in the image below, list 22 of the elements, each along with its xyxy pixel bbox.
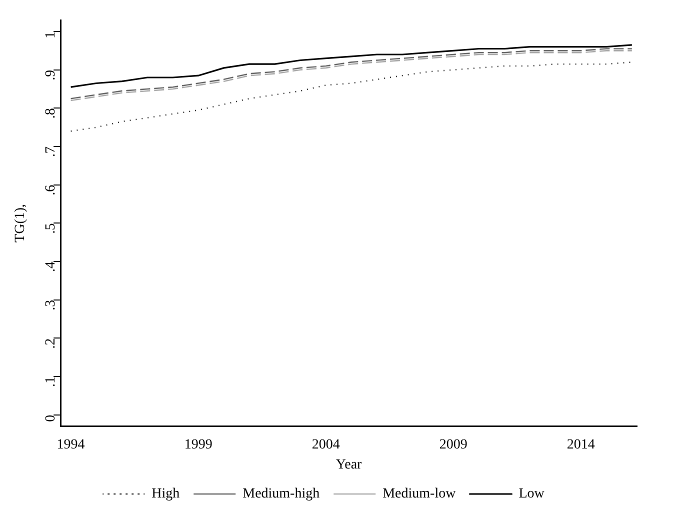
y-tick-label: .2 — [43, 338, 58, 349]
y-tick-label: .3 — [43, 300, 58, 310]
legend-label: Medium-low — [382, 486, 457, 502]
y-axis-title: TG(1), — [13, 204, 28, 242]
legend-label: High — [152, 486, 180, 502]
x-tick-label: 1999 — [184, 437, 212, 452]
y-tick-label: 1 — [43, 32, 58, 38]
y-tick-label: .9 — [43, 70, 58, 80]
y-tick-label: 0 — [43, 414, 58, 422]
y-tick-label: .5 — [43, 223, 58, 234]
x-tick-label: 2004 — [312, 437, 340, 452]
legend-label: Low — [518, 486, 546, 502]
y-tick-label: .4 — [43, 262, 58, 272]
x-tick-label: 1994 — [56, 437, 85, 452]
y-tick-label: .6 — [43, 184, 58, 196]
x-axis-title: Year — [336, 457, 362, 472]
x-tick-label: 2009 — [439, 437, 468, 452]
y-tick-label: .7 — [43, 146, 58, 158]
y-tick-label: .1 — [43, 376, 58, 388]
x-tick-label: 2014 — [566, 437, 595, 452]
y-tick-label: .8 — [43, 108, 58, 119]
legend-label: Medium-high — [242, 486, 320, 502]
